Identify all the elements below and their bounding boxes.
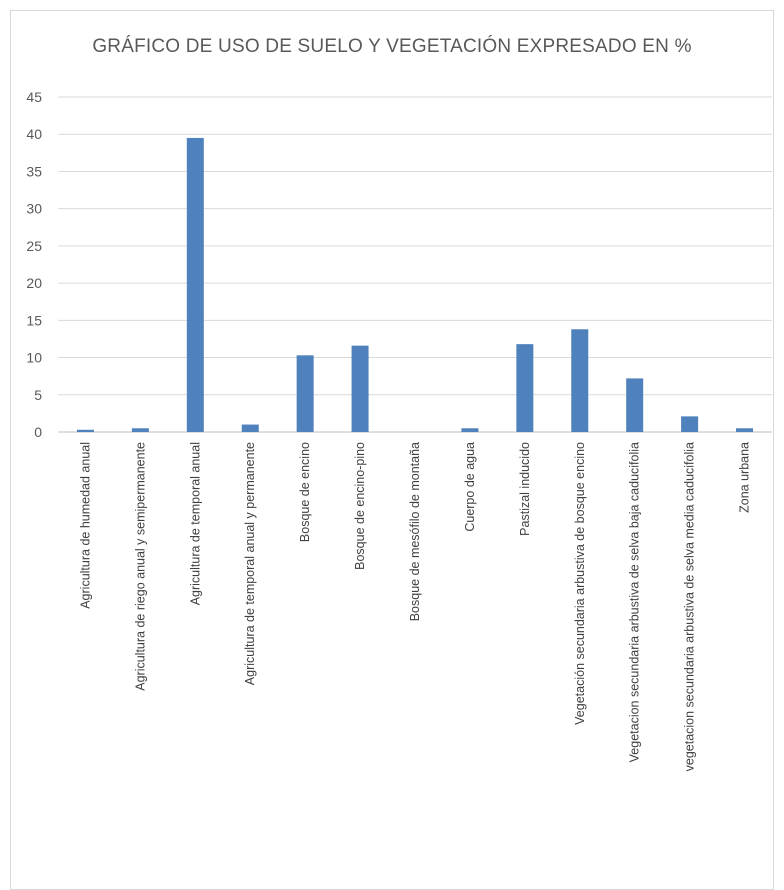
bar bbox=[736, 428, 754, 432]
bar bbox=[461, 428, 479, 432]
x-category-label: Agricultura de humedad anual bbox=[78, 442, 92, 609]
x-category-label: Cuerpo de agua bbox=[463, 442, 477, 532]
x-category-label: Agricultura de temporal anual bbox=[188, 442, 202, 605]
chart-frame bbox=[10, 10, 774, 890]
y-tick-label: 0 bbox=[34, 424, 42, 440]
x-category-label: Zona urbana bbox=[738, 442, 752, 513]
y-tick-label: 30 bbox=[26, 201, 42, 217]
x-category-label: Agricultura de riego anual y semipermane… bbox=[133, 442, 147, 691]
bar bbox=[571, 329, 589, 432]
bar bbox=[296, 355, 314, 432]
x-category-label: Bosque de mesófilo de montaña bbox=[408, 442, 422, 621]
y-tick-label: 45 bbox=[26, 89, 42, 105]
bar bbox=[186, 137, 204, 432]
bar bbox=[516, 344, 534, 432]
bar bbox=[76, 429, 94, 432]
bar bbox=[626, 378, 644, 432]
x-category-label: Pastizal inducido bbox=[518, 442, 532, 536]
x-category-label: vegetacion secundaria arbustiva de selva… bbox=[683, 442, 697, 771]
x-category-label: Vegetacion secundaria arbustiva de selva… bbox=[628, 442, 642, 762]
x-category-label: Bosque de encino bbox=[298, 442, 312, 542]
bar bbox=[351, 345, 369, 432]
y-tick-label: 10 bbox=[26, 350, 42, 366]
y-tick-label: 20 bbox=[26, 275, 42, 291]
y-tick-label: 25 bbox=[26, 238, 42, 254]
y-tick-label: 15 bbox=[26, 312, 42, 328]
x-category-label: Vegetación secundaria arbustiva de bosqu… bbox=[573, 442, 587, 725]
bar bbox=[241, 424, 259, 432]
x-category-label: Bosque de encino-pino bbox=[353, 442, 367, 570]
y-tick-label: 35 bbox=[26, 163, 42, 179]
chart-title: GRÁFICO DE USO DE SUELO Y VEGETACIÓN EXP… bbox=[92, 36, 692, 57]
y-tick-label: 40 bbox=[26, 126, 42, 142]
y-tick-label: 5 bbox=[34, 387, 42, 403]
x-category-label: Agricultura de temporal anual y permanen… bbox=[243, 442, 257, 685]
bar bbox=[131, 428, 149, 432]
bar bbox=[681, 416, 699, 432]
